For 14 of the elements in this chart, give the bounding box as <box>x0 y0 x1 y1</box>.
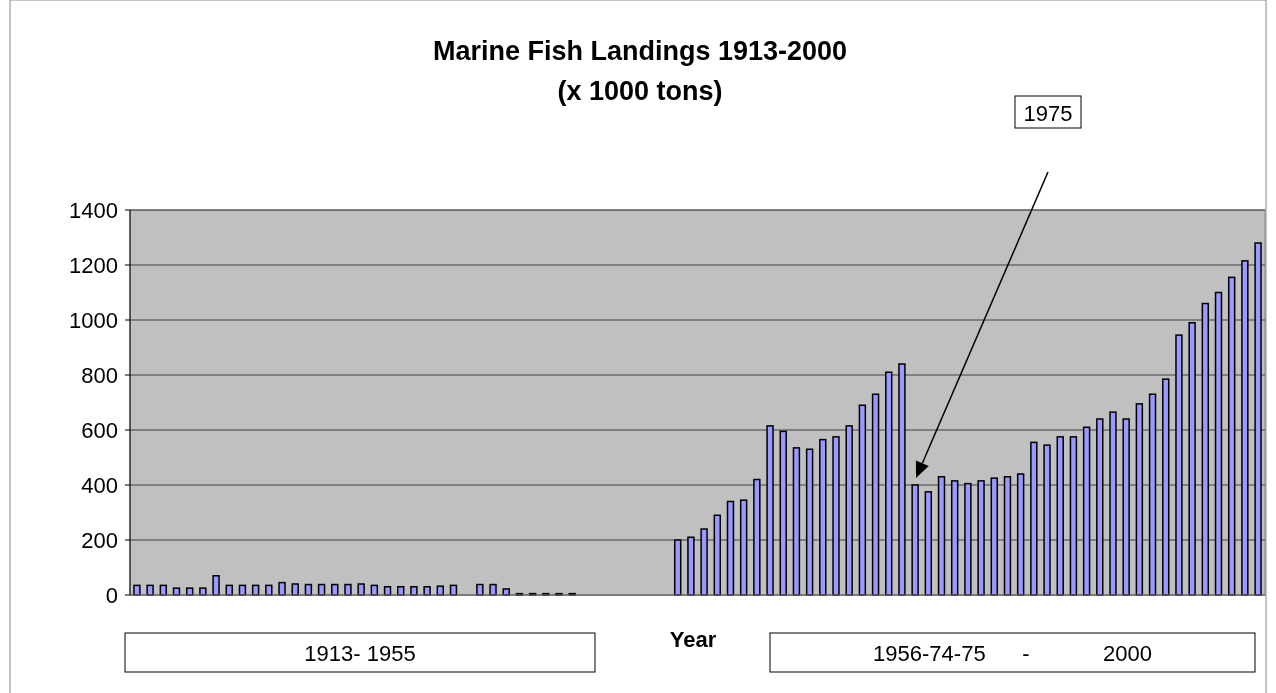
text: 1975 <box>1023 101 1073 126</box>
y-tick-label: 200 <box>81 528 118 553</box>
y-tick-label: 1400 <box>69 198 118 223</box>
text: 1913- 1955 <box>304 641 416 666</box>
y-tick-label: 1000 <box>69 308 118 333</box>
chart-title: Marine Fish Landings 1913-2000 <box>432 36 848 66</box>
y-tick-label: 800 <box>81 363 118 388</box>
y-tick-label: 600 <box>81 418 118 443</box>
chart-subtitle: (x 1000 tons) <box>557 76 723 106</box>
text: 1956-74-75 - 2000 <box>873 641 1152 666</box>
x-axis-title: Year <box>669 627 717 652</box>
y-tick-label: 1200 <box>69 253 118 278</box>
y-tick-label: 400 <box>81 473 118 498</box>
y-tick-label: 0 <box>105 583 118 608</box>
